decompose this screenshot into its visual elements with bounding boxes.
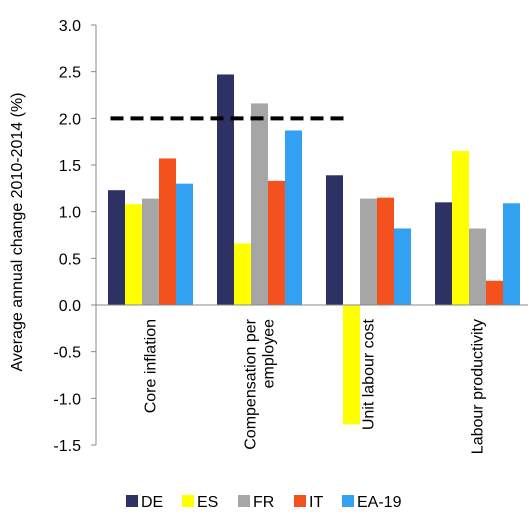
category-label: employee xyxy=(261,319,278,388)
bar-fr-3 xyxy=(360,198,377,305)
bar-fr-4 xyxy=(469,228,486,305)
legend-label-es: ES xyxy=(197,494,218,511)
legend-label-fr: FR xyxy=(253,494,274,511)
bar-ea-19-2 xyxy=(285,130,302,305)
legend-swatch-es xyxy=(182,495,194,507)
y-tick-label: 1.5 xyxy=(59,158,81,175)
legend-swatch-ea-19 xyxy=(342,495,354,507)
bar-es-2 xyxy=(234,243,251,305)
bar-de-3 xyxy=(326,175,343,305)
y-tick-label: -1.5 xyxy=(53,438,81,455)
y-tick-label: 2.5 xyxy=(59,65,81,82)
y-axis-title: Average annual change 2010-2014 (%) xyxy=(9,92,26,371)
axes-layer: -1.5 -1.0 -0.5 0.0 0.5 1.0 1.5 2.0 2.5 3.0 xyxy=(53,18,528,455)
bar-fr-2 xyxy=(251,103,268,306)
legend-label-it: IT xyxy=(309,494,323,511)
bar-it-3 xyxy=(377,197,394,305)
y-tick-label: -0.5 xyxy=(53,345,81,362)
legend-swatch-it xyxy=(294,495,306,507)
bar-ea-19-3 xyxy=(394,228,411,305)
y-tick-label: 2.0 xyxy=(59,111,81,128)
legend-swatch-de xyxy=(126,495,138,507)
legend-swatch-fr xyxy=(238,495,250,507)
bar-ea-19-4 xyxy=(503,203,520,305)
legend-label-de: DE xyxy=(141,494,163,511)
y-tick-label: 1.0 xyxy=(59,205,81,222)
bar-de-2 xyxy=(217,74,234,305)
category-label: Labour productivity xyxy=(470,319,487,454)
labels-layer: Average annual change 2010-2014 (%) Core … xyxy=(9,92,487,454)
bar-de-4 xyxy=(435,202,452,305)
bars-layer xyxy=(108,74,520,425)
y-tick-label: 3.0 xyxy=(59,18,81,35)
bar-es-4 xyxy=(452,151,469,305)
bar-ea-19-1 xyxy=(176,183,193,305)
category-label: Compensation per xyxy=(243,318,260,449)
bar-it-1 xyxy=(159,158,176,305)
bar-es-3 xyxy=(343,305,360,425)
category-label: Core inflation xyxy=(143,319,160,413)
bar-fr-1 xyxy=(142,198,159,305)
bar-es-1 xyxy=(125,204,142,305)
category-label: Unit labour cost xyxy=(361,318,378,430)
legend: DE ES FR IT EA-19 xyxy=(126,494,402,511)
bar-it-2 xyxy=(268,180,285,305)
y-tick-label: -1.0 xyxy=(53,391,81,408)
legend-label-ea-19: EA-19 xyxy=(357,494,402,511)
y-tick-label: 0.0 xyxy=(59,298,81,315)
bar-de-1 xyxy=(108,190,125,305)
bar-it-4 xyxy=(486,280,503,305)
y-tick-label: 0.5 xyxy=(59,251,81,268)
